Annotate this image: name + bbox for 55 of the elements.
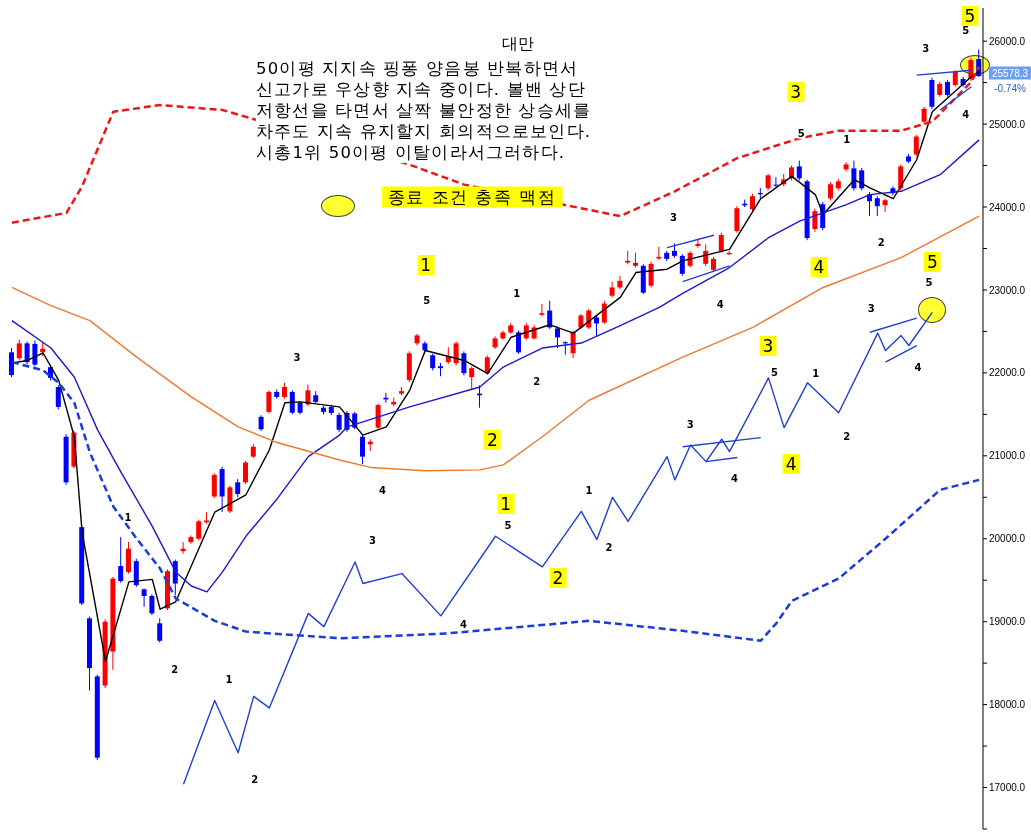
annotation: 4: [459, 618, 468, 630]
annotation: 2: [170, 663, 180, 675]
annotation: 5: [503, 519, 513, 531]
annotation: 3: [787, 82, 805, 102]
annotation: 2: [842, 430, 852, 442]
annotation: 5: [770, 366, 780, 378]
annotation: 3: [292, 351, 302, 363]
annotation: 4: [782, 454, 800, 474]
annotation: 1: [811, 367, 821, 379]
y-tick-label: 24000.0: [989, 201, 1026, 213]
text: 25578.3: [988, 66, 1031, 80]
annotation: 1: [584, 484, 594, 496]
annotation: 5: [924, 276, 934, 288]
y-tick-label: 20000.0: [989, 533, 1026, 545]
annotation: 3: [685, 418, 695, 430]
annotation: 5: [923, 252, 941, 272]
annotation: 2: [250, 773, 260, 785]
annotation: 3: [367, 534, 377, 546]
annotation: 2: [549, 568, 567, 588]
y-tick-label: 22000.0: [989, 367, 1026, 379]
y-tick-label: 25000.0: [989, 118, 1026, 130]
annotation: 1: [417, 255, 435, 275]
y-tick-label: 19000.0: [989, 616, 1026, 628]
annotation: 2: [604, 541, 614, 553]
annotation: 4: [715, 298, 725, 310]
annotation: 3: [921, 42, 931, 54]
annotation: 2: [876, 236, 886, 248]
annotation: 3: [759, 336, 777, 356]
annotation: 5: [422, 294, 432, 306]
y-tick-label: 18000.0: [989, 699, 1026, 711]
text: -0.74%: [994, 82, 1026, 94]
text: 대만: [501, 34, 535, 55]
annotation: 2: [483, 430, 501, 450]
annotation: 1: [224, 673, 234, 685]
annotation: 4: [377, 484, 387, 496]
annotation: 1: [123, 511, 133, 523]
annotation: 5: [796, 127, 806, 139]
text: 50이평 지지속 핑퐁 양음봉 반복하면서 신고가로 우상향 지속 중이다. 볼밴 상단 저항선을 타면서 살짝 불안정한 상승세를 차주도 지속 유지할지 회의적으로보인다. 시총1위 50이평 이탈이라서그러하다.: [256, 58, 592, 163]
annotation: 3: [866, 302, 876, 314]
annotation: 3: [669, 211, 678, 223]
annotation: 5: [961, 24, 971, 36]
annotation: 종료 조건 충족 맥점: [381, 186, 563, 208]
y-tick-label: 21000.0: [989, 450, 1026, 462]
y-tick-label: 17000.0: [989, 782, 1026, 794]
annotation: 5: [961, 6, 979, 26]
y-tick-label: 26000.0: [989, 35, 1026, 47]
y-tick-label: 23000.0: [989, 284, 1026, 296]
annotation: 4: [913, 361, 923, 373]
annotation: 1: [842, 133, 852, 145]
annotation: 4: [810, 257, 828, 277]
annotation: 4: [730, 472, 740, 484]
annotation: 4: [961, 108, 971, 120]
annotation: 1: [512, 287, 522, 299]
annotation: 1: [497, 494, 515, 514]
annotation: 2: [532, 375, 542, 387]
